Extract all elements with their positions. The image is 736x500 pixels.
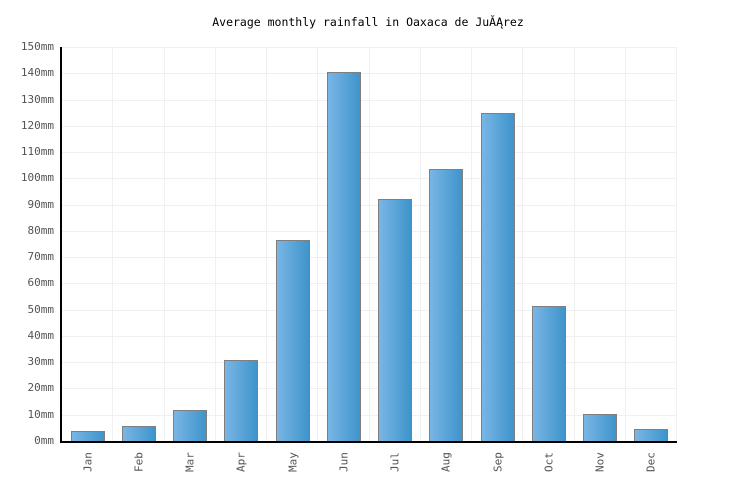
x-tick-label-apr: Apr (234, 452, 248, 472)
bar-may (275, 240, 310, 441)
v-gridline-11 (624, 47, 626, 441)
v-gridline-3 (214, 47, 216, 441)
bar-apr (224, 360, 259, 441)
y-tick-label-0: 0mm (34, 434, 54, 447)
y-tick-label-30: 30mm (27, 355, 55, 369)
y-tick-label-140: 140mm (20, 66, 54, 80)
y-tick-label-130: 130mm (20, 92, 54, 106)
bar-jul (378, 199, 413, 441)
v-gridline-4 (266, 47, 267, 441)
chart-title: Average monthly rainfall in Oaxaca de Ju… (212, 15, 524, 29)
y-tick-label-110: 110mm (20, 145, 54, 159)
y-tick-label-40: 40mm (27, 328, 55, 342)
h-gridline-110 (62, 152, 677, 154)
y-tick-label-70: 70mm (27, 250, 55, 264)
y-tick-label-20: 20mm (27, 381, 55, 395)
y-tick-label-120: 120mm (20, 118, 54, 132)
y-tick-label-80: 80mm (27, 223, 55, 237)
x-tick-label-jun: Jun (337, 452, 351, 472)
x-tick-label-sep: Sep (491, 452, 505, 472)
h-gridline-140 (62, 73, 677, 75)
v-gridline-5 (317, 47, 319, 441)
bar-oct (531, 306, 566, 441)
y-tick-label-50: 50mm (27, 302, 55, 316)
v-gridline-2 (163, 47, 165, 441)
h-gridline-40 (62, 335, 677, 337)
bar-dec (634, 429, 669, 441)
h-gridline-120 (62, 125, 677, 127)
h-gridline-10 (62, 414, 677, 416)
bar-mar (173, 410, 208, 441)
y-tick-label-10: 10mm (27, 407, 55, 421)
h-gridline-90 (62, 204, 677, 206)
bar-jun (326, 72, 361, 441)
v-gridline-1 (112, 47, 114, 441)
y-tick-label-100: 100mm (20, 171, 54, 185)
x-tick-label-jul: Jul (388, 452, 402, 472)
h-gridline-130 (62, 99, 677, 101)
v-gridline-10 (573, 47, 575, 441)
y-tick-label-150: 150mm (20, 40, 54, 53)
x-tick-label-mar: Mar (183, 452, 197, 472)
v-gridline-6 (368, 47, 370, 441)
h-gridline-100 (62, 178, 677, 180)
h-gridline-30 (62, 362, 677, 364)
bar-nov (583, 414, 618, 441)
x-tick-label-dec: Dec (644, 452, 658, 472)
x-tick-label-oct: Oct (542, 452, 556, 472)
x-tick-label-feb: Feb (132, 452, 146, 472)
v-gridline-8 (471, 47, 472, 441)
h-gridline-70 (62, 257, 677, 259)
h-gridline-50 (62, 309, 677, 311)
bar-feb (121, 426, 156, 441)
h-gridline-60 (62, 283, 677, 285)
y-tick-label-90: 90mm (27, 197, 55, 211)
v-gridline-7 (419, 47, 421, 441)
plot-area: 0mm 10mm 20mm 30mm 40mm 50mm 60mm 70mm 80mm 90mm 1… (21, 40, 677, 472)
v-gridline-12 (676, 47, 677, 441)
h-gridline-20 (62, 388, 677, 390)
v-gridline-9 (522, 47, 524, 441)
h-gridline-80 (62, 230, 677, 232)
bar-jan (70, 431, 105, 441)
bar-aug (429, 169, 464, 441)
x-tick-label-aug: Aug (439, 452, 453, 472)
x-tick-label-nov: Nov (593, 452, 607, 472)
bar-sep (480, 113, 515, 441)
h-gridline-150 (62, 47, 677, 48)
x-tick-label-may: May (286, 452, 300, 472)
y-tick-label-60: 60mm (27, 276, 55, 290)
x-tick-label-jan: Jan (81, 452, 95, 472)
